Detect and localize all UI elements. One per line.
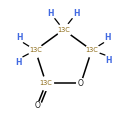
Text: O: O <box>34 101 40 110</box>
Text: 13C: 13C <box>40 80 53 86</box>
Text: H: H <box>106 56 112 65</box>
Text: 13C: 13C <box>57 27 70 33</box>
Text: H: H <box>16 58 22 67</box>
Text: H: H <box>48 9 54 18</box>
Text: 13C: 13C <box>85 47 98 53</box>
Text: 13C: 13C <box>29 47 42 53</box>
Text: H: H <box>16 33 23 42</box>
Text: H: H <box>104 33 111 42</box>
Text: H: H <box>73 9 79 18</box>
Text: O: O <box>78 79 84 88</box>
